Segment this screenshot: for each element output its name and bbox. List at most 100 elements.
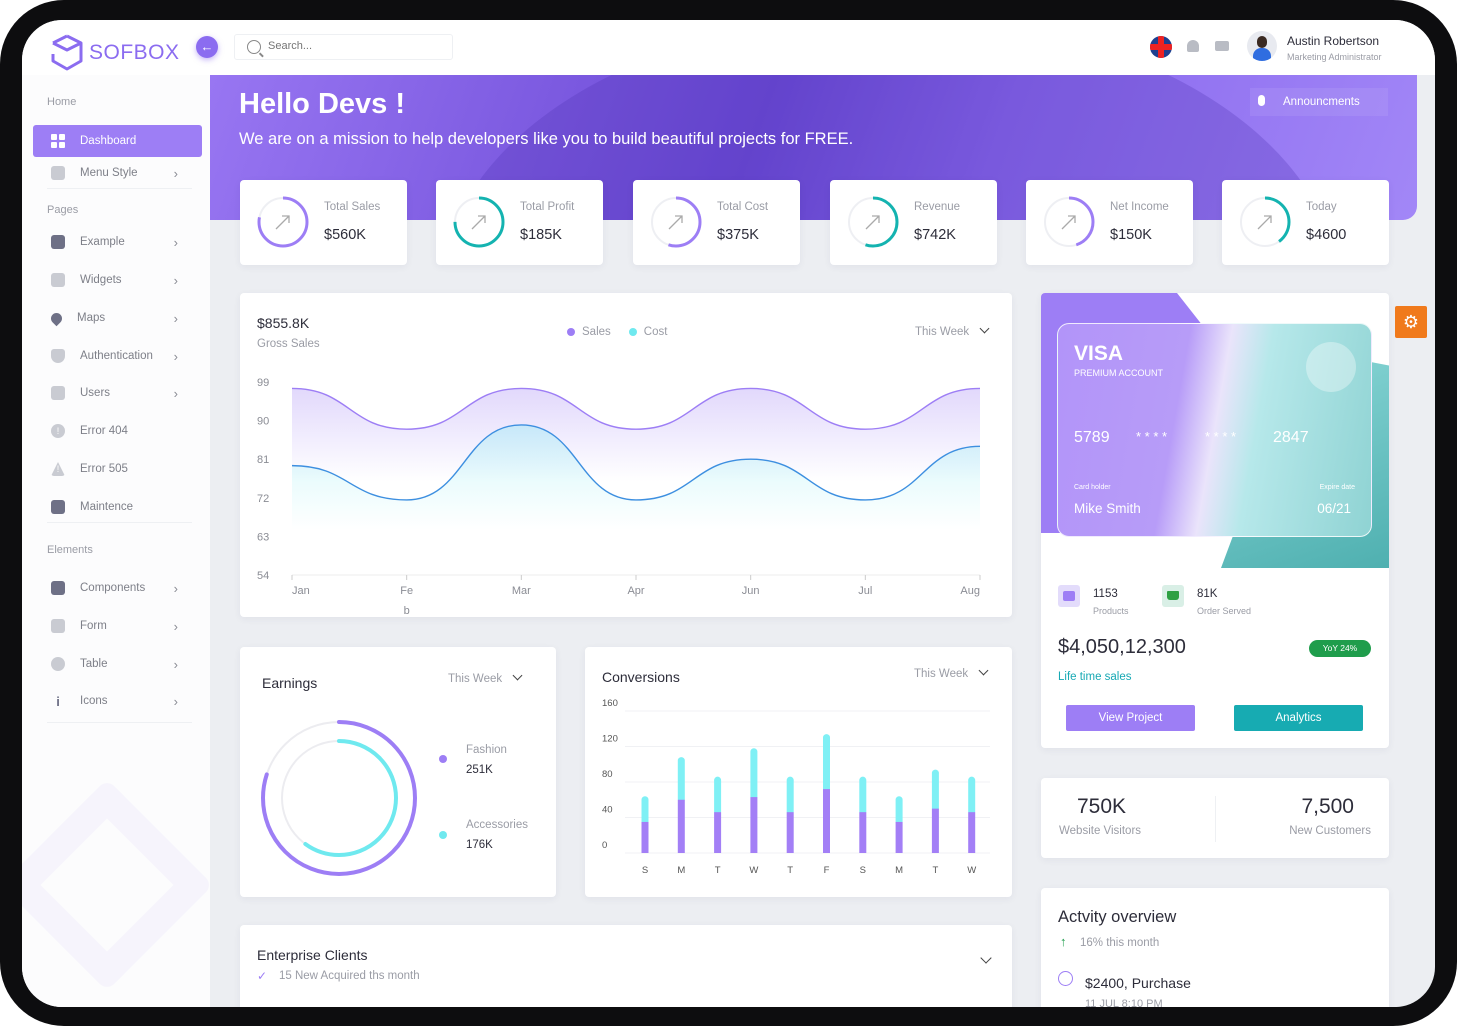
warning-icon: ! [51,462,65,476]
visa-card[interactable]: VISA PREMIUM ACCOUNT 5789 * * * * * * * … [1057,323,1372,537]
ring-progress [257,196,309,248]
fashion-swatch [439,755,447,763]
x-tick-label: W [967,865,976,876]
stat-value: $560K [324,227,366,243]
card-brand: VISA [1074,342,1124,365]
y-tick-label: 72 [257,493,269,505]
activity-item-title: $2400, Purchase [1085,975,1191,991]
user-role: Marketing Administrator [1287,52,1382,62]
products-label: Products [1093,606,1129,616]
x-tick-label: T [932,865,938,876]
sidebar-item-error-505[interactable]: ! Error 505 [33,453,202,485]
period-dropdown[interactable]: This Week [915,326,988,338]
sidebar-item-label: Users [80,387,111,399]
divider [47,188,192,189]
sidebar-item-label: Dashboard [80,135,137,147]
sidebar-item-menu-style[interactable]: Menu Style › [33,157,202,189]
brand-name[interactable]: SOFBOX [89,41,180,64]
ring-progress [453,196,505,248]
sidebar-item-maps[interactable]: Maps › [33,302,202,334]
bar-segment-top [750,748,758,801]
bar-3 [750,748,758,853]
x-tick-label: Aug [960,585,980,597]
sidebar-item-icons[interactable]: i Icons › [33,685,202,717]
stat-card[interactable]: Today $4600 [1222,180,1389,265]
chevron-right-icon: › [173,693,178,709]
stat-card[interactable]: Total Sales $560K [240,180,407,265]
bell-icon[interactable] [1187,40,1199,52]
search-input[interactable] [268,40,438,52]
earnings-period-dropdown[interactable]: This Week [448,673,521,685]
sidebar-item-users[interactable]: Users › [33,377,202,409]
card-number-1: 5789 [1074,429,1110,446]
sidebar-item-maintence[interactable]: Maintence [33,491,202,523]
sidebar-item-error-404[interactable]: ! Error 404 [33,415,202,447]
mail-icon[interactable] [1215,41,1229,51]
conversions-card: Conversions This Week 160 120 80 40 0 S M T W T F S… [585,647,1012,897]
stat-value: $185K [520,227,562,243]
progress-ring [453,196,505,248]
divider [47,522,192,523]
banner-subtitle: We are on a mission to help developers l… [239,130,854,148]
products-icon [1058,585,1080,607]
stat-card[interactable]: Total Profit $185K [436,180,603,265]
x-tick-label: Fe [400,585,413,597]
x-tick-label: M [895,865,903,876]
map-pin-icon [48,310,65,326]
shield-icon [51,349,65,363]
table-gear-icon [51,657,65,671]
stat-card[interactable]: Total Cost $375K [633,180,800,265]
view-project-button[interactable]: View Project [1066,705,1195,731]
orders-value: 81K [1197,588,1218,600]
stat-label: Total Profit [520,201,575,213]
avatar[interactable] [1247,31,1277,61]
sidebar-item-widgets[interactable]: Widgets › [33,264,202,296]
stat-card[interactable]: Net Income $150K [1026,180,1193,265]
chevron-right-icon: › [173,385,178,401]
lifetime-sales-label: Life time sales [1058,671,1132,683]
card-expire-date: 06/21 [1317,501,1351,516]
bar-segment-top [641,796,649,825]
bar-segment-base [823,789,830,853]
chart-legend: Sales Cost [567,326,667,338]
sidebar-item-label: Form [80,620,107,632]
announcements-button[interactable]: Announcments [1250,88,1388,116]
stat-card[interactable]: Revenue $742K [830,180,997,265]
sidebar-item-form[interactable]: Form › [33,610,202,642]
x-tick-label: T [787,865,793,876]
search-box[interactable] [234,34,453,60]
bar-4 [786,776,794,853]
sidebar-item-example[interactable]: Example › [33,226,202,258]
website-visitors-label: Website Visitors [1059,825,1142,837]
y-tick-label: 40 [602,805,613,816]
divider [47,722,192,723]
card-number-3: * * * * [1205,429,1237,444]
chevron-down-icon[interactable] [980,952,992,964]
sidebar-item-label: Maps [77,312,106,324]
sidebar-item-label: Icons [80,695,108,707]
earnings-donut [261,720,417,876]
bar-segment-base [895,821,903,853]
sidebar-item-components[interactable]: Components › [33,572,202,604]
conversions-period-dropdown[interactable]: This Week [914,668,987,680]
analytics-button[interactable]: Analytics [1234,705,1363,731]
collapse-sidebar-button[interactable]: ← [196,36,218,58]
language-flag-icon[interactable] [1150,36,1172,58]
user-name[interactable]: Austin Robertson [1287,34,1380,48]
bar-segment-top [677,757,685,803]
sidebar-item-table[interactable]: Table › [33,648,202,680]
settings-gear-button[interactable]: ⚙ [1395,306,1427,338]
timeline-dot-icon [1058,971,1073,986]
progress-ring [257,196,309,248]
sidebar-item-dashboard[interactable]: Dashboard [33,125,202,157]
stat-label: Today [1306,201,1337,213]
enterprise-subtitle: 15 New Acquired ths month [279,970,420,982]
y-tick-label: 0 [602,840,607,851]
sidebar-item-label: Table [80,658,108,670]
bar-segment-base [641,821,649,853]
sidebar-item-authentication[interactable]: Authentication › [33,340,202,372]
earnings-card: Earnings This Week Fashion 251K Accessor… [240,647,556,897]
sidebar-item-label: Widgets [80,274,122,286]
section-pages: Pages [47,204,79,216]
x-tick-label: S [642,865,648,876]
